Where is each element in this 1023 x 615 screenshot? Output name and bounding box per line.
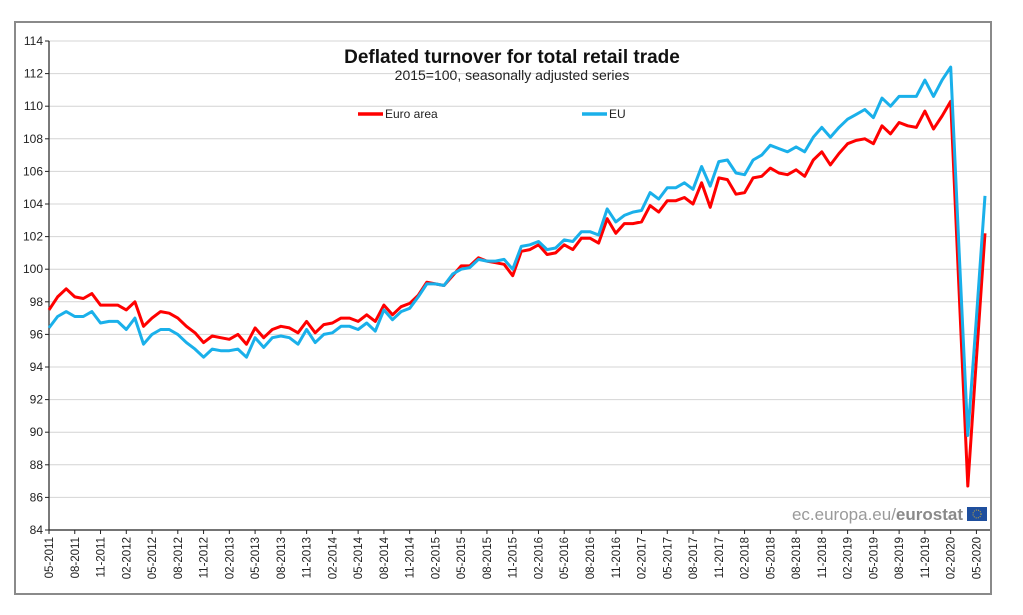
x-tick-label: 08-2017 — [688, 537, 700, 579]
x-tick-label: 08-2013 — [276, 537, 288, 579]
watermark-brand: eurostat — [896, 505, 963, 524]
y-tick-label: 92 — [30, 393, 44, 407]
y-tick-label: 84 — [30, 523, 44, 537]
x-tick-label: 02-2015 — [430, 537, 442, 579]
x-tick-label: 05-2016 — [559, 537, 571, 579]
eu-flag-icon — [967, 507, 987, 521]
eu-flag-stars-icon — [972, 509, 982, 519]
y-tick-label: 96 — [30, 327, 44, 341]
x-tick-label: 02-2014 — [327, 536, 339, 579]
chart-frame — [14, 21, 992, 595]
y-tick-label: 100 — [23, 262, 43, 276]
x-axis: 05-2011 08-2011 11-2011 02-2012 05-2012 08-20… — [44, 529, 990, 579]
chart-subtitle: 2015=100, seasonally adjusted series — [395, 67, 630, 83]
x-tick-label: 02-2012 — [121, 537, 133, 579]
series-line-euro-area — [47, 99, 987, 488]
x-tick-label: 05-2018 — [765, 537, 777, 579]
x-tick-label: 08-2011 — [70, 537, 82, 578]
y-axis: 84 86 88 90 92 94 96 98 100 102 104 106 108 110 112 114 — [23, 34, 50, 537]
x-tick-label: 02-2017 — [637, 537, 649, 579]
x-tick-label: 05-2019 — [868, 537, 880, 579]
y-tick-label: 110 — [24, 99, 43, 113]
x-tick-label: 05-2015 — [456, 537, 468, 579]
gridlines — [49, 40, 990, 498]
x-tick-label: 02-2019 — [843, 537, 855, 579]
y-tick-label: 102 — [23, 230, 43, 244]
y-tick-label: 106 — [23, 164, 43, 178]
x-tick-label: 11-2017 — [714, 537, 726, 578]
y-tick-label: 104 — [23, 197, 43, 211]
x-tick-label: 05-2012 — [147, 537, 159, 579]
x-tick-label: 11-2015 — [508, 537, 520, 578]
x-tick-label: 02-2018 — [740, 537, 752, 579]
y-tick-label: 94 — [30, 360, 44, 374]
legend: Euro area EU — [358, 107, 626, 121]
series-lines — [47, 65, 987, 488]
x-tick-label: 02-2020 — [946, 537, 958, 579]
x-tick-label: 11-2011 — [96, 537, 108, 578]
legend-label-euro-area: Euro area — [385, 107, 438, 121]
x-tick-label: 08-2016 — [585, 537, 597, 579]
watermark-text: ec.europa.eu/eurostat — [792, 505, 963, 524]
y-tick-label: 112 — [24, 67, 43, 81]
y-tick-label: 98 — [30, 295, 44, 309]
x-tick-label: 02-2013 — [224, 537, 236, 579]
y-tick-label: 88 — [30, 458, 44, 472]
x-tick-label: 05-2020 — [971, 537, 983, 579]
x-tick-label: 11-2018 — [817, 537, 829, 578]
y-tick-label: 86 — [30, 490, 44, 504]
y-tick-label: 114 — [24, 34, 43, 48]
x-tick-label: 11-2013 — [302, 537, 314, 578]
x-tick-label: 11-2012 — [199, 537, 211, 578]
x-tick-label: 08-2015 — [482, 537, 494, 579]
x-tick-label: 05-2014 — [353, 536, 365, 579]
x-tick-label: 08-2018 — [791, 537, 803, 579]
x-tick-label: 08-2012 — [173, 537, 185, 579]
x-tick-label: 11-2016 — [611, 537, 623, 578]
y-tick-label: 90 — [30, 425, 44, 439]
y-tick-label: 108 — [23, 132, 43, 146]
legend-label-eu: EU — [609, 107, 626, 121]
x-tick-label: 05-2013 — [250, 537, 262, 579]
x-tick-label: 08-2014 — [379, 536, 391, 579]
x-tick-label: 02-2016 — [533, 537, 545, 579]
chart-title: Deflated turnover for total retail trade — [344, 47, 680, 68]
eurostat-watermark: ec.europa.eu/eurostat — [792, 505, 987, 524]
x-tick-label: 05-2011 — [44, 537, 56, 578]
watermark-prefix: ec.europa.eu/ — [792, 505, 896, 524]
x-tick-label: 11-2019 — [920, 537, 932, 578]
x-tick-label: 08-2019 — [894, 537, 906, 579]
x-tick-label: 11-2014 — [405, 536, 417, 578]
x-tick-label: 05-2017 — [662, 537, 674, 579]
series-line-eu — [47, 65, 987, 437]
